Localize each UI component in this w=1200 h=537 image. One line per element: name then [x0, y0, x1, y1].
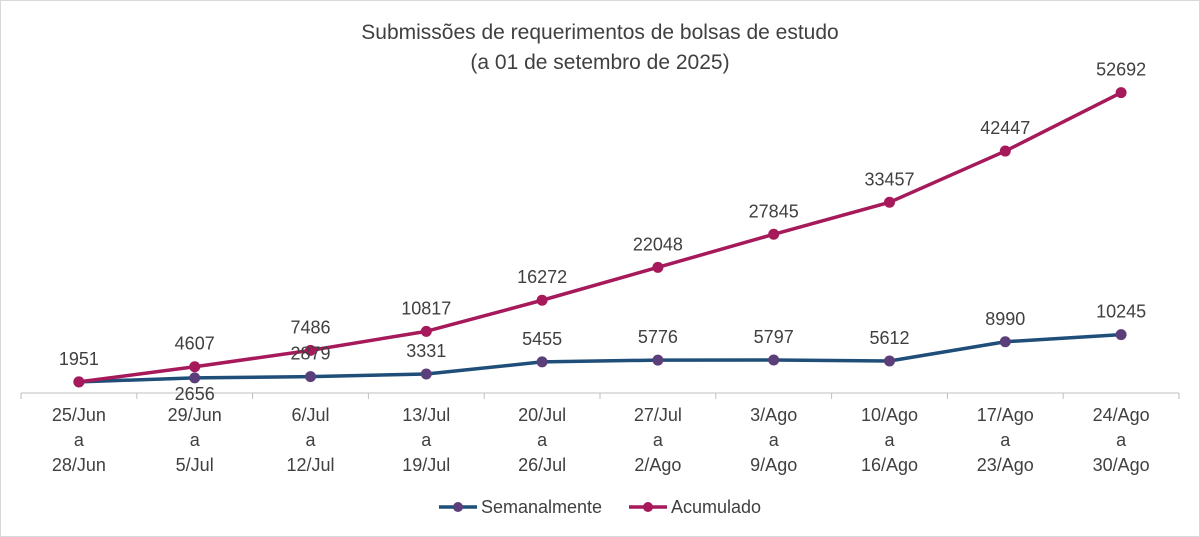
x-tick-label: 25/Jun	[52, 405, 106, 425]
data-label: 10817	[401, 298, 451, 318]
data-point	[1115, 329, 1127, 341]
legend-entry: Acumulado	[671, 497, 761, 517]
series-line-semanalmente	[77, 332, 1123, 384]
series-layer	[73, 87, 1127, 388]
x-tick-label: a	[653, 430, 664, 450]
data-point	[768, 228, 780, 240]
data-point	[884, 196, 895, 208]
x-tick-label: 26/Jul	[518, 455, 566, 475]
x-tick-label: a	[537, 430, 548, 450]
data-label: 16272	[517, 267, 567, 287]
data-point	[189, 372, 201, 384]
data-point	[768, 354, 780, 366]
x-tick-label: 20/Jul	[518, 405, 566, 425]
x-tick-label: 6/Jul	[291, 405, 329, 425]
data-point	[652, 354, 664, 366]
chart-title: Submissões de requerimentos de bolsas de…	[361, 21, 838, 44]
data-point	[73, 376, 85, 388]
x-tick-label: 5/Jul	[176, 455, 214, 475]
x-tick-label: 27/Jul	[634, 405, 682, 425]
x-tick-label: 16/Ago	[861, 455, 918, 475]
x-tick-label: 30/Ago	[1093, 455, 1150, 475]
x-tick-label: 23/Ago	[977, 455, 1034, 475]
x-tick-label: 13/Jul	[402, 405, 450, 425]
x-tick-label: a	[305, 430, 316, 450]
x-tick-label: a	[421, 430, 432, 450]
data-label: 2656	[175, 384, 215, 404]
x-tick-label: a	[884, 430, 895, 450]
data-label: 3331	[406, 341, 446, 361]
x-tick-label: a	[1000, 430, 1011, 450]
data-label: 52692	[1096, 60, 1146, 80]
x-tick-label: 10/Ago	[861, 405, 918, 425]
chart-subtitle: (a 01 de setembro de 2025)	[470, 51, 729, 74]
x-tick-label: 3/Ago	[750, 405, 797, 425]
x-tick-label: 24/Ago	[1093, 405, 1150, 425]
data-point	[652, 261, 664, 273]
x-tick-label: 17/Ago	[977, 405, 1034, 425]
legend-entry: Semanalmente	[481, 497, 602, 517]
data-label: 5455	[522, 329, 562, 349]
data-label: 42447	[980, 118, 1030, 138]
data-labels: 2656 2879 3331 5455 5776 5797 5612 8990 10245 195…	[59, 60, 1146, 404]
legend-marker	[643, 502, 653, 512]
x-tick-label: 9/Ago	[750, 455, 797, 475]
data-point	[1115, 87, 1127, 99]
data-label: 10245	[1096, 302, 1146, 322]
x-tick-label: a	[74, 430, 85, 450]
x-tick-label: 19/Jul	[402, 455, 450, 475]
legend-marker	[453, 502, 463, 512]
data-label: 2879	[290, 344, 330, 364]
data-point	[536, 294, 548, 306]
x-axis: 25/Jun a 28/Jun 29/Jun a 5/Jul 6/Jul a 12/Jul 13/…	[20, 392, 1180, 475]
x-tick-label: 2/Ago	[634, 455, 681, 475]
data-label: 27845	[749, 201, 799, 221]
data-label: 1951	[59, 349, 99, 369]
data-point	[999, 145, 1011, 157]
x-tick-label: a	[769, 430, 780, 450]
data-point	[420, 325, 432, 337]
data-point	[420, 368, 432, 380]
data-point	[884, 355, 895, 367]
data-point	[999, 336, 1011, 348]
data-point	[536, 356, 548, 368]
data-label: 33457	[864, 169, 914, 189]
x-tick-label: a	[1116, 430, 1127, 450]
x-tick-label: 12/Jul	[286, 455, 334, 475]
x-tick-label: 29/Jun	[168, 405, 222, 425]
data-point	[305, 371, 316, 383]
data-label: 8990	[985, 309, 1025, 329]
data-label: 5612	[869, 328, 909, 348]
x-tick-label: 28/Jun	[52, 455, 106, 475]
data-label: 22048	[633, 234, 683, 254]
data-label: 7486	[290, 317, 330, 337]
data-label: 5776	[638, 327, 678, 347]
series-line-acumulado	[77, 90, 1123, 384]
data-label: 5797	[754, 327, 794, 347]
data-point	[189, 361, 201, 373]
legend: Semanalmente Acumulado	[439, 497, 761, 517]
data-point	[305, 344, 316, 356]
x-tick-label: a	[190, 430, 201, 450]
data-label: 4607	[175, 334, 215, 354]
